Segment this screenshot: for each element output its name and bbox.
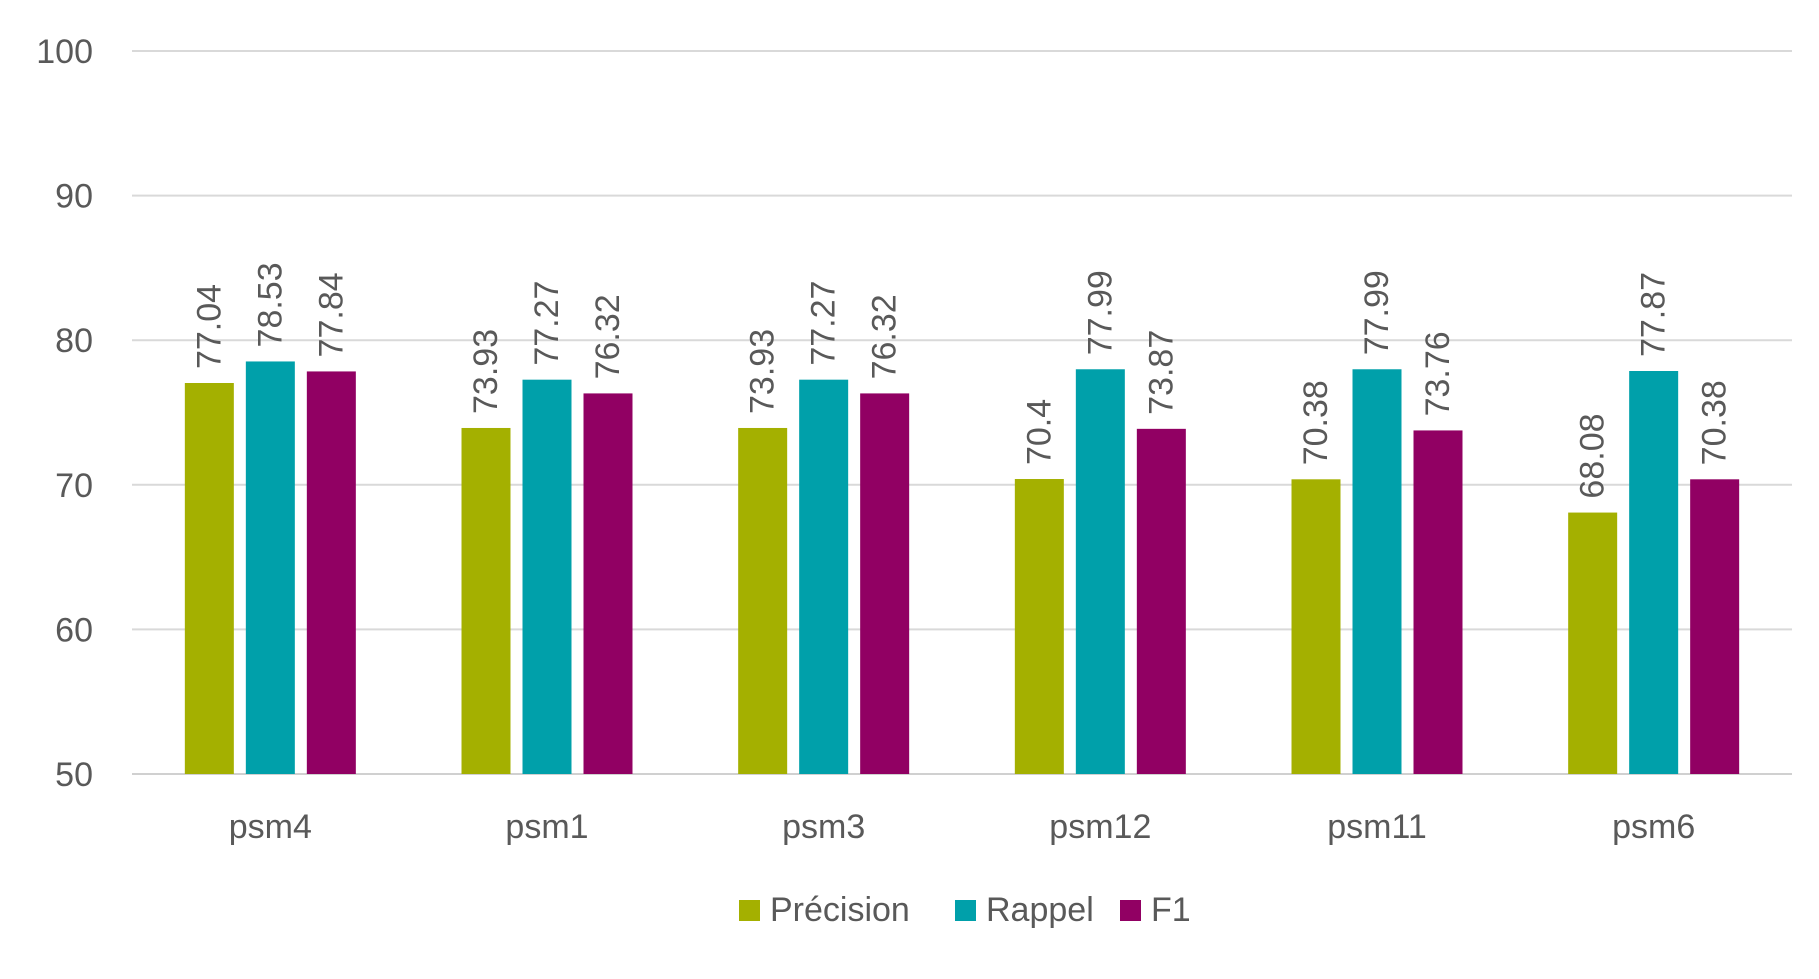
data-labels: 77.04 78.53 77.84 73.93 77.27 76.32 73.93 77.27…: [190, 262, 1733, 498]
bar-psm11-f1: [1413, 430, 1463, 774]
data-label: 70.4: [1020, 399, 1058, 465]
x-tick-label: psm6: [1612, 808, 1695, 846]
data-label: 78.53: [251, 262, 289, 347]
legend-label: Rappel: [986, 891, 1094, 929]
data-label: 68.08: [1574, 413, 1612, 498]
y-tick-label: 60: [55, 611, 93, 649]
data-label: 77.27: [805, 281, 843, 366]
data-label: 76.32: [589, 294, 627, 379]
data-label: 73.87: [1142, 330, 1180, 415]
legend-label: F1: [1151, 891, 1191, 929]
data-label: 77.87: [1635, 272, 1673, 357]
y-tick-label: 50: [55, 756, 93, 794]
bar-psm3-prcision: [738, 427, 788, 774]
y-axis-tick-labels: 50 60 70 80 90 100: [36, 33, 93, 794]
data-label: 73.93: [744, 329, 782, 414]
bars: [184, 361, 1740, 774]
x-tick-label: psm4: [229, 808, 312, 846]
legend-label: Précision: [770, 891, 910, 929]
legend-swatch: [1120, 900, 1141, 921]
data-label: 77.84: [312, 272, 350, 357]
legend: Précision Rappel F1: [739, 891, 1191, 929]
bar-psm12-f1: [1136, 428, 1186, 774]
y-tick-label: 70: [55, 467, 93, 505]
data-label: 77.99: [1081, 270, 1119, 355]
bar-psm4-prcision: [184, 383, 234, 774]
data-label: 77.99: [1358, 270, 1396, 355]
x-axis-tick-labels: psm4 psm1 psm3 psm12 psm11 psm6: [229, 808, 1695, 846]
data-label: 76.32: [866, 294, 904, 379]
data-label: 73.93: [467, 329, 505, 414]
bar-psm4-f1: [306, 371, 356, 774]
bar-psm11-rappel: [1352, 369, 1402, 774]
bar-psm1-f1: [583, 393, 633, 774]
legend-swatch: [955, 900, 976, 921]
x-tick-label: psm11: [1327, 808, 1427, 846]
data-label: 77.27: [528, 281, 566, 366]
bar-psm12-prcision: [1014, 479, 1064, 774]
legend-swatch: [739, 900, 760, 921]
y-tick-label: 80: [55, 322, 93, 360]
y-tick-label: 100: [36, 33, 93, 71]
y-tick-label: 90: [55, 178, 93, 216]
bar-psm6-prcision: [1568, 512, 1618, 774]
bar-psm4-rappel: [245, 361, 295, 774]
bar-psm11-prcision: [1291, 479, 1341, 774]
bar-psm3-rappel: [799, 379, 849, 774]
bar-psm1-prcision: [461, 427, 511, 774]
gridlines: [132, 50, 1792, 775]
bar-psm6-f1: [1690, 479, 1740, 774]
bar-psm12-rappel: [1075, 369, 1125, 774]
data-label: 77.04: [190, 284, 228, 369]
data-label: 70.38: [1696, 380, 1734, 465]
x-tick-label: psm3: [782, 808, 865, 846]
data-label: 70.38: [1297, 380, 1335, 465]
bar-psm3-f1: [860, 393, 910, 774]
x-tick-label: psm12: [1049, 808, 1151, 846]
bar-psm1-rappel: [522, 379, 572, 774]
x-tick-label: psm1: [505, 808, 588, 846]
bar-psm6-rappel: [1629, 370, 1679, 774]
data-label: 73.76: [1419, 331, 1457, 416]
